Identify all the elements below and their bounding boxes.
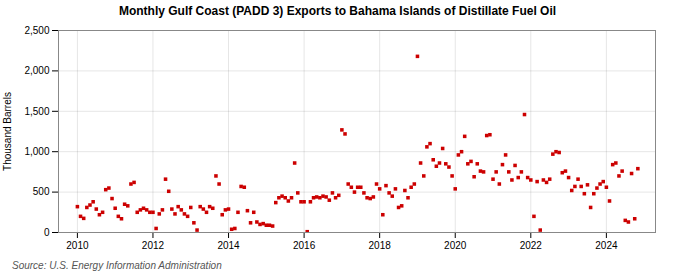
svg-text:500: 500 bbox=[33, 186, 50, 197]
html-text:Source: U.S. Energy Informatio: Source: U.S. Energy Information Administ… bbox=[12, 260, 222, 271]
svg-text:2024: 2024 bbox=[595, 240, 618, 251]
svg-text:2,500: 2,500 bbox=[24, 25, 49, 36]
html-text:Monthly Gulf Coast (PADD 3) Ex: Monthly Gulf Coast (PADD 3) Exports to B… bbox=[118, 4, 557, 18]
svg-text:2022: 2022 bbox=[520, 240, 543, 251]
svg-text:1,500: 1,500 bbox=[24, 106, 49, 117]
svg-text:2014: 2014 bbox=[217, 240, 240, 251]
svg-text:1,000: 1,000 bbox=[24, 146, 49, 157]
svg-text:2,000: 2,000 bbox=[24, 65, 49, 76]
svg-text:2016: 2016 bbox=[293, 240, 316, 251]
svg-text:2018: 2018 bbox=[369, 240, 392, 251]
svg-text:2012: 2012 bbox=[142, 240, 165, 251]
svg-text:2020: 2020 bbox=[444, 240, 467, 251]
svg-text:Thousand Barrels: Thousand Barrels bbox=[2, 92, 13, 171]
svg-text:0: 0 bbox=[44, 227, 50, 238]
svg-text:2010: 2010 bbox=[66, 240, 89, 251]
